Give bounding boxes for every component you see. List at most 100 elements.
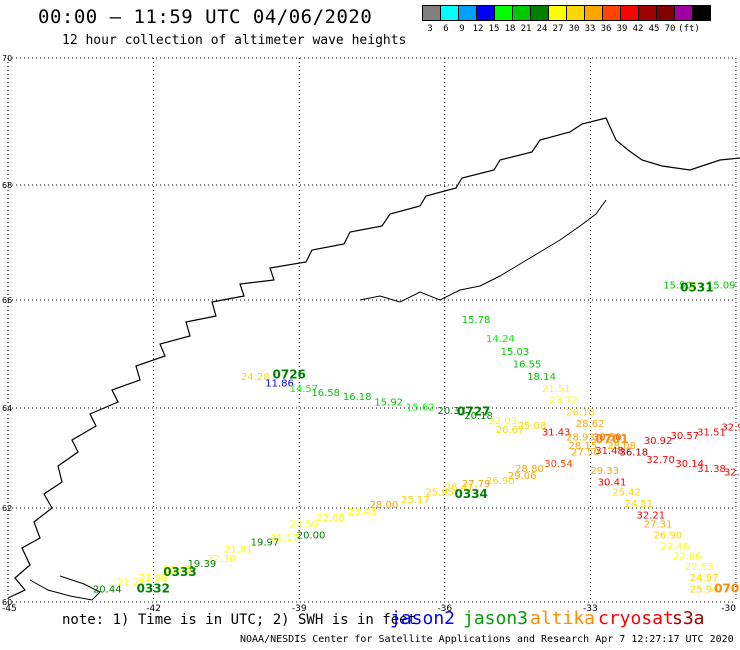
wave-height-value: 22.03 bbox=[488, 416, 517, 427]
footer-credit: NOAA/NESDIS Center for Satellite Applica… bbox=[240, 634, 734, 645]
wave-height-value: 36.18 bbox=[620, 448, 649, 459]
legend-label: 9 bbox=[459, 24, 465, 34]
wave-height-value: 16.58 bbox=[311, 388, 340, 399]
wave-height-value: 30.57 bbox=[670, 431, 699, 442]
legend-labels: 3 6 9 12 15 18 21 24 27 30 33 36 39 42 45 70 (ft) bbox=[422, 24, 710, 34]
wave-height-value: 22.86 bbox=[673, 552, 702, 563]
lon-tick-label: -36 bbox=[437, 604, 452, 614]
page-title: 00:00 – 11:59 UTC 04/06/2020 bbox=[38, 6, 373, 28]
wave-height-value: 26.67 bbox=[496, 425, 525, 436]
coastline bbox=[7, 117, 740, 599]
lat-tick-label: 64 bbox=[2, 404, 12, 413]
satellite-legend-cryosat: cryosat bbox=[598, 608, 674, 629]
wave-height-value: 21.81 bbox=[224, 545, 253, 556]
wave-height-value: 15.03 bbox=[501, 347, 530, 358]
wave-height-value: 27.79 bbox=[462, 479, 491, 490]
wave-height-value: 16.18 bbox=[343, 392, 372, 403]
wave-height-value: 27.50 bbox=[571, 448, 600, 459]
wave-height-value: 19.97 bbox=[251, 538, 280, 549]
lon-tick-label: -45 bbox=[2, 604, 17, 614]
legend-label: 30 bbox=[568, 24, 580, 34]
wave-height-value: 28.15 bbox=[569, 441, 598, 452]
wave-height-value: 14.24 bbox=[486, 334, 515, 345]
greenland-coastline bbox=[7, 117, 740, 601]
wave-height-value: 27.31 bbox=[644, 520, 673, 531]
wave-height-value: 20.31 bbox=[438, 406, 467, 417]
pass-time-label: 0334 bbox=[455, 487, 488, 501]
wave-height-value: 28.00 bbox=[370, 500, 399, 511]
pass-time-label: 070 bbox=[714, 582, 739, 596]
legend-label: 21 bbox=[520, 24, 532, 34]
wave-height-value: 28.08 bbox=[607, 441, 636, 452]
lon-tick-label: -42 bbox=[146, 604, 161, 614]
wave-height-value: 26.90 bbox=[653, 531, 682, 542]
legend-label: 27 bbox=[552, 24, 564, 34]
wave-height-value: 28.62 bbox=[576, 419, 605, 430]
wave-height-value: 25.94 bbox=[690, 585, 719, 596]
wave-height-value: 30.50 bbox=[593, 433, 622, 444]
wave-height-value: 22.68 bbox=[316, 513, 345, 524]
wave-height-value: 25.17 bbox=[401, 495, 430, 506]
lat-tick-label: 62 bbox=[2, 504, 12, 513]
legend-label: 45 bbox=[648, 24, 660, 34]
satellite-legend-jason2: jason2 bbox=[390, 608, 456, 629]
lat-tick-label: 60 bbox=[2, 598, 12, 607]
legend-label: 18 bbox=[504, 24, 516, 34]
wave-height-value: 29.33 bbox=[590, 466, 619, 477]
wave-height-value: 26.90 bbox=[486, 476, 515, 487]
wave-height-value: 31.43 bbox=[542, 428, 571, 439]
wave-height-value: 19.39 bbox=[188, 559, 217, 570]
lat-tick-label: 70 bbox=[2, 54, 12, 63]
wave-height-value: 32.70 bbox=[646, 455, 675, 466]
footer-note: note: 1) Time is in UTC; 2) SWH is in fe… bbox=[62, 612, 417, 628]
pass-time-label: 0701 bbox=[595, 432, 628, 446]
wave-height-value: 23.72 bbox=[549, 396, 578, 407]
satellite-legend-jason3: jason3 bbox=[463, 608, 529, 629]
wave-height-value: 31.38 bbox=[697, 464, 726, 475]
axis-labels: 70 68 66 64 62 60-45 -42 -39 -36 -33 -30 bbox=[2, 54, 736, 614]
page-subtitle: 12 hour collection of altimeter wave hei… bbox=[62, 33, 407, 48]
wave-height-value: 25.08 bbox=[518, 421, 547, 432]
legend-label: 15 bbox=[488, 24, 500, 34]
wave-height-value: 20.18 bbox=[464, 411, 493, 422]
wave-height-value: 31.51 bbox=[697, 428, 726, 439]
wave-height-legend: 3 6 9 12 15 18 21 24 27 30 33 36 39 42 45 70 (ft) bbox=[422, 5, 711, 34]
wave-height-value: 15.50 bbox=[663, 281, 692, 292]
wave-height-value: 32.21 bbox=[637, 510, 666, 521]
wave-height-value: 32.90 bbox=[724, 468, 740, 479]
wave-height-value: 30.54 bbox=[544, 459, 573, 470]
wave-height-value: 32.94 bbox=[721, 423, 740, 434]
legend-label: 6 bbox=[443, 24, 449, 34]
legend-label: 3 bbox=[427, 24, 433, 34]
pass-time-label: 0333 bbox=[163, 565, 196, 579]
legend-swatch bbox=[692, 5, 711, 21]
legend-swatches bbox=[422, 5, 711, 21]
lon-tick-label: -30 bbox=[721, 604, 736, 614]
wave-height-value: 26.41 bbox=[445, 483, 474, 494]
wave-height-value: 30.41 bbox=[598, 478, 627, 489]
wave-height-value: 24.51 bbox=[624, 499, 653, 510]
legend-label: 24 bbox=[536, 24, 548, 34]
coastline-south bbox=[29, 575, 101, 601]
wave-height-value: 20.44 bbox=[93, 585, 122, 596]
wave-height-value: 28.80 bbox=[515, 464, 544, 475]
wave-height-value: 22.46 bbox=[661, 541, 690, 552]
satellite-legend-altika: altika bbox=[530, 608, 596, 629]
wave-height-value: 24.97 bbox=[690, 573, 719, 584]
wave-height-value: 31.48 bbox=[595, 446, 624, 457]
lat-tick-label: 66 bbox=[2, 296, 12, 305]
wave-height-value: 16.55 bbox=[513, 360, 542, 371]
legend-label: 36 bbox=[600, 24, 612, 34]
wave-height-value: 15.09 bbox=[707, 281, 736, 292]
wave-height-value: 2 bbox=[690, 281, 696, 292]
wave-height-value: 15.62 bbox=[406, 403, 435, 414]
pass-time-label: 0727 bbox=[457, 405, 490, 419]
wave-height-value: 29.06 bbox=[508, 471, 537, 482]
legend-label: 70 bbox=[664, 24, 676, 34]
wave-height-value: 23.45 bbox=[163, 565, 192, 576]
legend-label: 42 bbox=[632, 24, 644, 34]
wave-height-value: 15.78 bbox=[462, 315, 491, 326]
wave-height-value: 22.53 bbox=[685, 562, 714, 573]
wave-height-value: 21.98 bbox=[139, 573, 168, 584]
